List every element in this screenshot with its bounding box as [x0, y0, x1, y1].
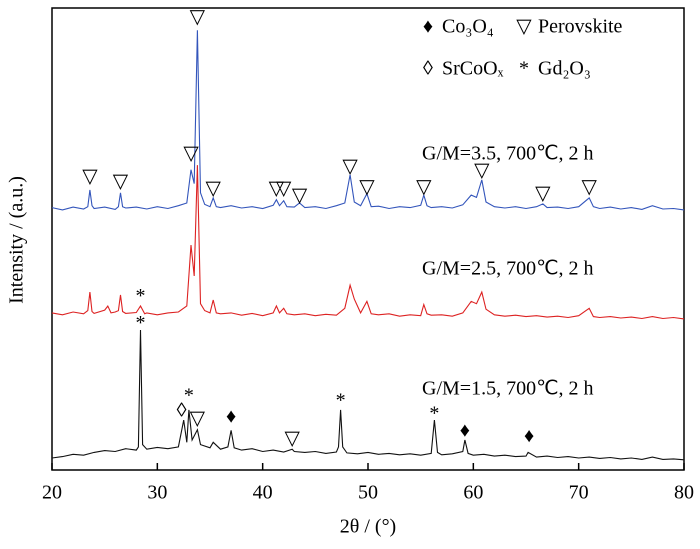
- legend-symbol: ◊: [423, 58, 433, 80]
- peak-marker: *: [184, 385, 194, 407]
- peak-marker: ▽: [276, 178, 292, 200]
- x-tick-label: 60: [463, 482, 483, 504]
- x-tick-label: 70: [569, 482, 589, 504]
- peak-marker: ▽: [82, 166, 98, 188]
- peak-marker: ▽: [205, 178, 221, 200]
- x-tick-label: 50: [358, 482, 378, 504]
- legend-label: Co₃O₄: [442, 16, 494, 38]
- peak-marker: ▽: [342, 155, 358, 177]
- series-line: [51, 30, 685, 211]
- peak-marker: *: [336, 390, 346, 412]
- peak-marker: ♦: [460, 420, 470, 442]
- series-line: [51, 329, 685, 461]
- peak-marker: ▽: [269, 178, 285, 200]
- peak-marker: ▽: [582, 176, 598, 198]
- peak-marker: ▽: [190, 6, 206, 28]
- peak-marker: ♦: [226, 405, 236, 427]
- legend-symbol: ▽: [516, 16, 532, 38]
- series-label: G/M=1.5, 700℃, 2 h: [422, 378, 594, 400]
- x-tick-label: 20: [42, 482, 62, 504]
- legend-label: SrCoOₓ: [442, 58, 504, 80]
- peak-marker: ▽: [474, 160, 490, 182]
- series-label: G/M=2.5, 700℃, 2 h: [422, 258, 594, 280]
- x-axis-label: 2θ / (°): [340, 516, 396, 538]
- y-axis-label: Intensity / (a.u.): [6, 176, 28, 304]
- peak-marker: ▽: [190, 408, 206, 430]
- x-tick-label: 80: [674, 482, 694, 504]
- legend-symbol: ♦: [423, 16, 433, 38]
- series-label: G/M=3.5, 700℃, 2 h: [422, 143, 594, 165]
- peak-marker: *: [135, 312, 145, 334]
- peak-marker: ▽: [292, 185, 308, 207]
- legend-label: Perovskite: [538, 16, 623, 38]
- peak-marker: ▽: [535, 183, 551, 205]
- peak-marker: ▽: [113, 171, 129, 193]
- x-tick-label: 40: [253, 482, 273, 504]
- peak-marker: ▽: [183, 143, 199, 165]
- peak-marker: ▽: [416, 176, 432, 198]
- legend-symbol: *: [519, 58, 529, 80]
- legend-label: Gd₂O₃: [538, 58, 591, 80]
- series-line: [51, 165, 685, 320]
- x-tick-label: 30: [147, 482, 167, 504]
- peak-marker: ♦: [524, 425, 534, 447]
- peak-marker: *: [429, 403, 439, 425]
- peak-marker: ◊: [177, 399, 187, 421]
- peak-marker: *: [135, 285, 145, 307]
- peak-marker: ▽: [359, 176, 375, 198]
- peak-marker: ▽: [284, 428, 300, 450]
